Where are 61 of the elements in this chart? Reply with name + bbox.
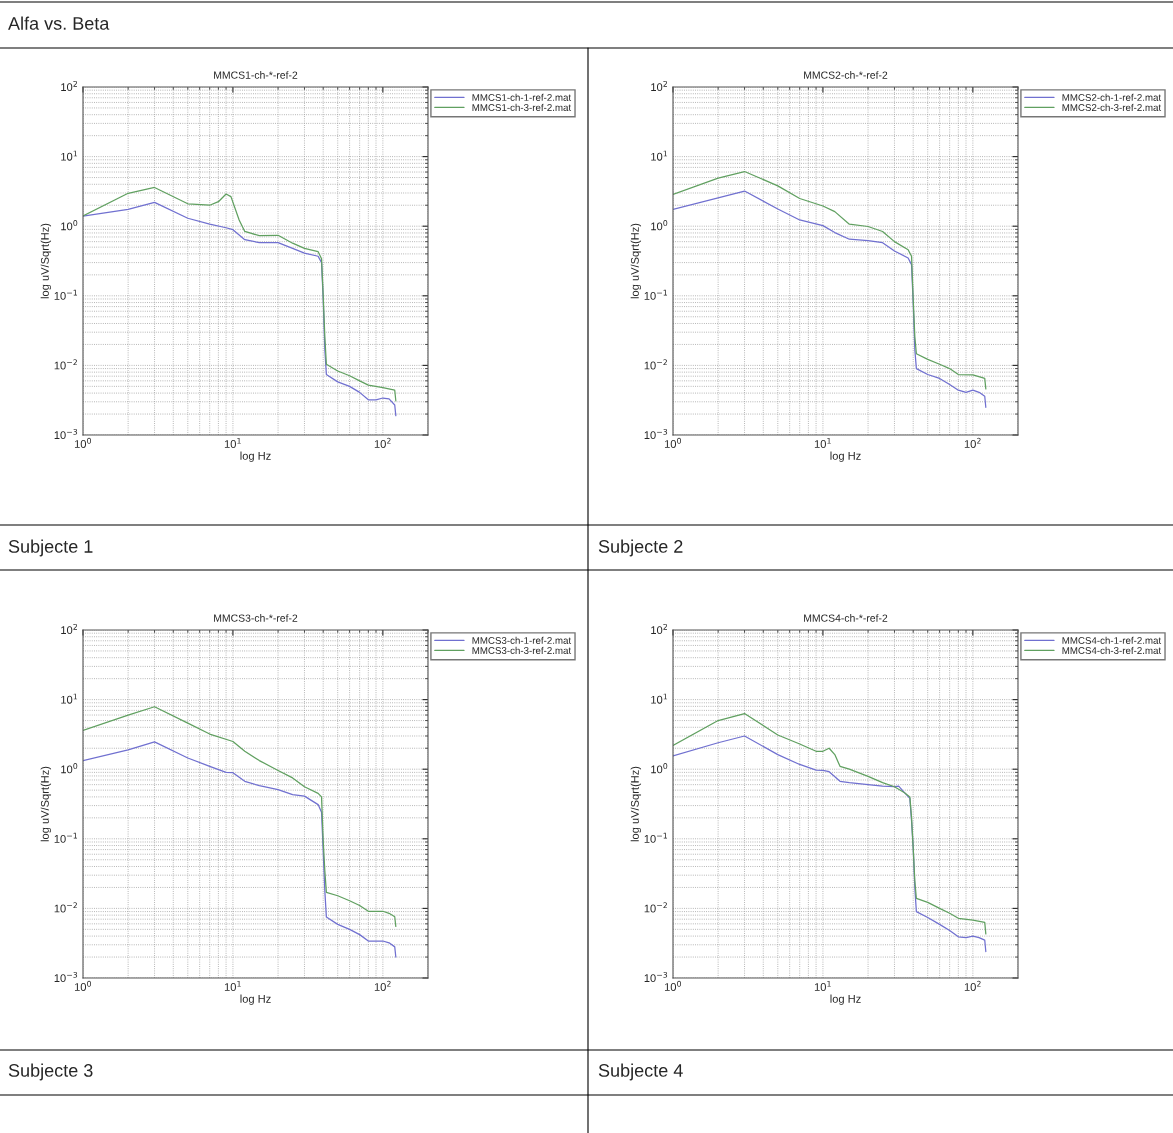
y-tick-label: 10$^{1}$: [651, 693, 668, 704]
y-tick-label: 10$^{0}$: [61, 763, 78, 774]
x-axis-title: log Hz: [830, 451, 861, 462]
y-tick-label: 10$^{2}$: [61, 623, 77, 635]
y-tick-label: 10$^{1}$: [61, 693, 78, 704]
legend-label: MMCS1-ch-3-ref-2.mat: [472, 103, 572, 111]
x-axis-title: log Hz: [830, 994, 861, 1005]
text: Subjecte 3: [8, 1063, 93, 1081]
y-tick-label: 10$^{−2}$: [54, 902, 77, 913]
x-tick-label: 10$^{2}$: [374, 980, 391, 991]
chart-title: MMCS2-ch-*-ref-2: [804, 71, 888, 79]
y-axis-title: log uV/Sqrt(Hz): [630, 223, 642, 299]
x-tick-label: 10$^{0}$: [664, 980, 682, 991]
x-tick-label: 10$^{1}$: [814, 980, 831, 991]
x-tick-label: 10$^{1}$: [224, 980, 241, 991]
y-tick-label: 10$^{2}$: [651, 80, 667, 92]
x-tick-label: 10$^{1}$: [814, 437, 831, 448]
legend-label: MMCS4-ch-3-ref-2.mat: [1062, 646, 1162, 654]
chart-title: MMCS1-ch-*-ref-2: [214, 71, 298, 79]
y-axis-title: log uV/Sqrt(Hz): [40, 766, 52, 842]
y-tick-label: 10$^{−1}$: [54, 289, 78, 300]
y-tick-label: 10$^{1}$: [61, 150, 78, 161]
text: Subjecte 1: [8, 539, 93, 557]
legend-label: MMCS4-ch-1-ref-2.mat: [1062, 636, 1162, 644]
y-tick-label: 10$^{−2}$: [644, 359, 667, 370]
x-tick-label: 10$^{1}$: [224, 437, 241, 448]
y-axis-title: log uV/Sqrt(Hz): [630, 766, 642, 842]
y-tick-label: 10$^{−3}$: [54, 971, 78, 983]
y-tick-label: 10$^{−1}$: [644, 832, 668, 843]
x-tick-label: 10$^{0}$: [74, 437, 92, 448]
text: Subjecte 2: [598, 539, 683, 557]
text: Alfa vs. Beta: [8, 16, 110, 30]
legend-label: MMCS2-ch-3-ref-2.mat: [1062, 103, 1162, 111]
y-tick-label: 10$^{2}$: [61, 80, 77, 92]
y-tick-label: 10$^{−1}$: [644, 289, 668, 300]
legend-label: MMCS3-ch-1-ref-2.mat: [472, 636, 572, 644]
chart-title: MMCS4-ch-*-ref-2: [804, 614, 888, 622]
y-tick-label: 10$^{−3}$: [644, 428, 668, 440]
x-tick-label: 10$^{0}$: [664, 437, 682, 448]
y-tick-label: 10$^{−1}$: [54, 832, 78, 843]
chart-title: MMCS3-ch-*-ref-2: [214, 614, 298, 622]
y-tick-label: 10$^{−2}$: [644, 902, 667, 913]
x-tick-label: 10$^{2}$: [964, 980, 981, 991]
legend-label: MMCS1-ch-1-ref-2.mat: [472, 93, 572, 101]
y-tick-label: 10$^{0}$: [61, 220, 78, 231]
y-axis-title: log uV/Sqrt(Hz): [40, 223, 52, 299]
y-tick-label: 10$^{−3}$: [54, 428, 78, 440]
y-tick-label: 10$^{2}$: [651, 623, 667, 635]
x-axis-title: log Hz: [240, 994, 271, 1005]
x-axis-title: log Hz: [240, 451, 271, 462]
legend-label: MMCS3-ch-3-ref-2.mat: [472, 646, 572, 654]
y-tick-label: 10$^{1}$: [651, 150, 668, 161]
text: Subjecte 4: [598, 1063, 683, 1081]
x-tick-label: 10$^{0}$: [74, 980, 92, 991]
y-tick-label: 10$^{0}$: [651, 220, 668, 231]
y-tick-label: 10$^{0}$: [651, 763, 668, 774]
legend-label: MMCS2-ch-1-ref-2.mat: [1062, 93, 1162, 101]
y-tick-label: 10$^{−3}$: [644, 971, 668, 983]
x-tick-label: 10$^{2}$: [374, 437, 391, 448]
x-tick-label: 10$^{2}$: [964, 437, 981, 448]
y-tick-label: 10$^{−2}$: [54, 359, 77, 370]
